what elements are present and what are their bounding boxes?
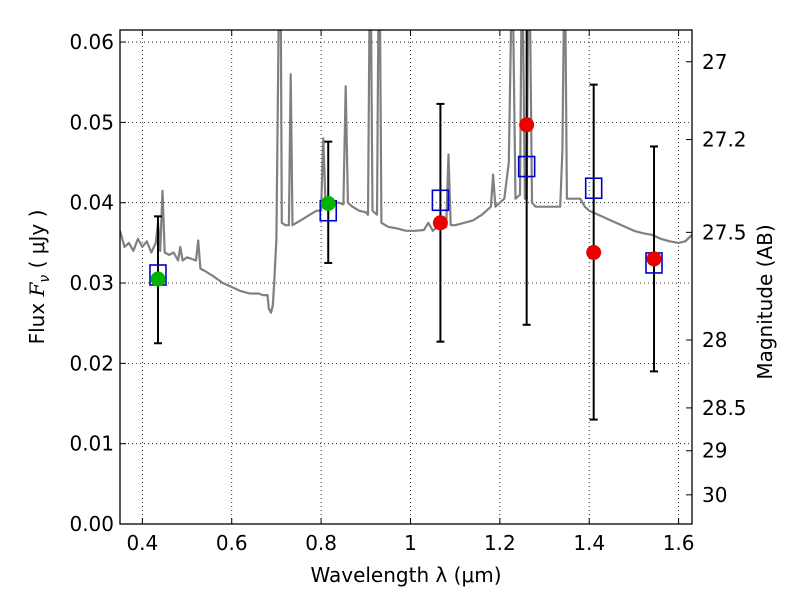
observed-point-red xyxy=(432,215,448,231)
x-tick-label: 1 xyxy=(404,531,417,555)
x-tick-label: 1.4 xyxy=(573,531,605,555)
x-tick-label: 0.6 xyxy=(216,531,248,555)
x-tick-label: 1.6 xyxy=(663,531,695,555)
mag-tick-label: 27.2 xyxy=(702,128,747,152)
observed-markers xyxy=(150,117,662,287)
mag-tick-label: 30 xyxy=(702,483,727,507)
mag-tick-label: 29 xyxy=(702,439,727,463)
model-square xyxy=(517,155,536,178)
y-tick-label: 0.03 xyxy=(69,271,114,295)
observed-point-red xyxy=(586,245,602,261)
y-tick-label: 0.01 xyxy=(69,432,114,456)
model-square xyxy=(431,189,450,212)
observed-point-green xyxy=(150,271,166,287)
axis-ticks xyxy=(120,30,692,525)
mag-tick-label: 27.5 xyxy=(702,220,747,244)
observed-point-green xyxy=(320,196,336,212)
tick-labels: 0.4 0.6 0.8 1 1.2 1.4 1.6 0.00 0.01 0.02 0.03 0.04 0… xyxy=(69,30,746,555)
y-tick-label: 0.00 xyxy=(69,512,114,536)
x-tick-label: 0.4 xyxy=(126,531,158,555)
y-tick-label: 0.05 xyxy=(69,110,114,134)
x-axis-label: Wavelength λ (μm) xyxy=(310,563,501,587)
spectrum-line xyxy=(120,30,692,314)
model-square xyxy=(584,177,603,200)
y-tick-label: 0.02 xyxy=(69,351,114,375)
y-tick-label: 0.06 xyxy=(69,30,114,54)
mag-tick-label: 27 xyxy=(702,50,727,74)
observed-point-red xyxy=(519,117,535,133)
mag-tick-label: 28 xyxy=(702,328,727,352)
plot-area xyxy=(120,30,692,314)
plot-frame xyxy=(119,29,693,525)
observed-point-red xyxy=(646,251,662,267)
x-tick-label: 1.2 xyxy=(484,531,516,555)
right-axis-label: Magnitude (AB) xyxy=(753,224,777,379)
x-tick-label: 0.8 xyxy=(305,531,337,555)
mag-tick-label: 28.5 xyxy=(702,396,747,420)
y-tick-label: 0.04 xyxy=(69,191,114,215)
y-axis-label: Flux Fν ( μJy ) xyxy=(25,210,53,345)
